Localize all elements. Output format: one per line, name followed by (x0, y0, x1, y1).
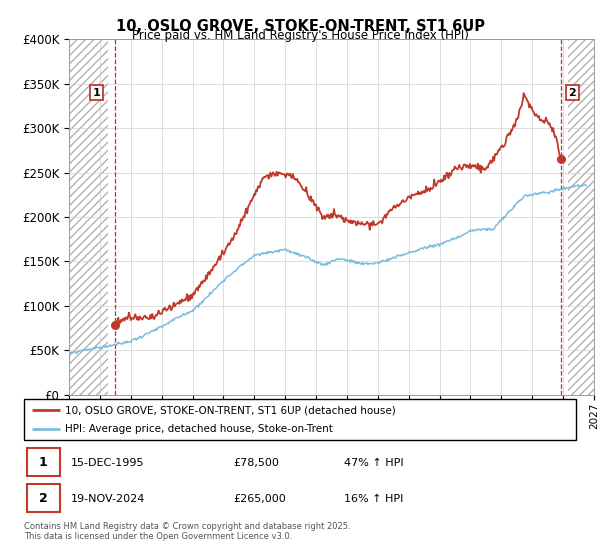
Text: Contains HM Land Registry data © Crown copyright and database right 2025.
This d: Contains HM Land Registry data © Crown c… (24, 522, 350, 542)
Bar (69, 39, 107, 395)
Text: 10, OSLO GROVE, STOKE-ON-TRENT, ST1 6UP: 10, OSLO GROVE, STOKE-ON-TRENT, ST1 6UP (115, 19, 485, 34)
Text: £78,500: £78,500 (234, 458, 280, 468)
Text: £265,000: £265,000 (234, 494, 287, 503)
Text: 15-DEC-1995: 15-DEC-1995 (71, 458, 145, 468)
Bar (568, 39, 594, 395)
Text: 47% ↑ HPI: 47% ↑ HPI (344, 458, 404, 468)
Text: 10, OSLO GROVE, STOKE-ON-TRENT, ST1 6UP (detached house): 10, OSLO GROVE, STOKE-ON-TRENT, ST1 6UP … (65, 405, 396, 415)
Text: Price paid vs. HM Land Registry's House Price Index (HPI): Price paid vs. HM Land Registry's House … (131, 29, 469, 42)
Text: 1: 1 (39, 456, 47, 469)
Text: 2: 2 (569, 87, 576, 97)
FancyBboxPatch shape (27, 484, 60, 512)
Text: HPI: Average price, detached house, Stoke-on-Trent: HPI: Average price, detached house, Stok… (65, 424, 333, 433)
FancyBboxPatch shape (27, 448, 60, 477)
Text: 16% ↑ HPI: 16% ↑ HPI (344, 494, 404, 503)
Text: 1: 1 (93, 87, 101, 97)
Text: 2: 2 (39, 492, 47, 505)
Text: 19-NOV-2024: 19-NOV-2024 (71, 494, 145, 503)
